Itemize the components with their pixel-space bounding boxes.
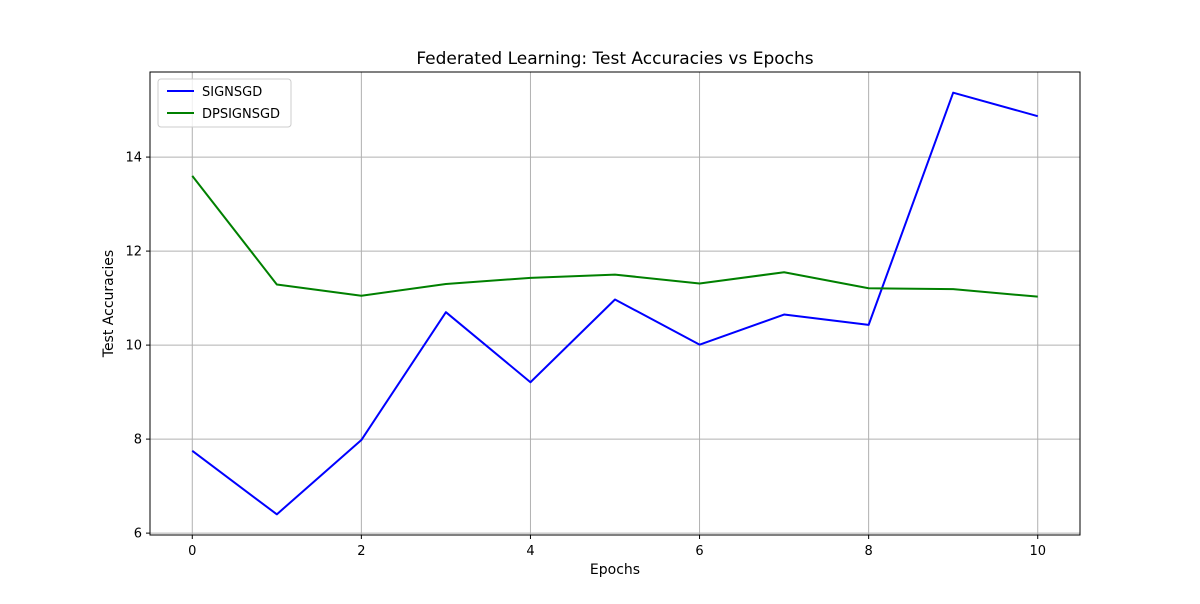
x-tick-label: 10 — [1029, 544, 1046, 559]
x-tick-label: 6 — [695, 544, 703, 559]
axis-ticks: 0 2 4 6 8 10 6 8 10 12 14 — [125, 151, 1046, 559]
legend: SIGNSGD DPSIGNSGD — [157, 78, 292, 128]
grid — [150, 72, 1080, 535]
x-axis-label: Epochs — [590, 562, 640, 578]
series-line-dpsignsgd — [191, 175, 1038, 298]
y-axis-label: Test Accuracies — [101, 250, 117, 358]
x-tick-label: 0 — [188, 544, 196, 559]
series-lines — [191, 91, 1038, 516]
y-tick-label: 6 — [134, 527, 142, 542]
legend-label-dpsignsgd: DPSIGNSGD — [202, 107, 280, 122]
legend-label-signsgd: SIGNSGD — [202, 85, 262, 100]
y-tick-label: 10 — [125, 339, 142, 354]
chart-title: Federated Learning: Test Accuracies vs E… — [416, 49, 813, 69]
plot-frame — [149, 71, 1081, 536]
x-tick-label: 8 — [864, 544, 872, 559]
y-tick-label: 14 — [125, 151, 142, 166]
y-tick-label: 12 — [125, 245, 142, 260]
y-tick-label: 8 — [134, 433, 142, 448]
series-line-signsgd — [191, 91, 1038, 516]
x-tick-label: 2 — [357, 544, 365, 559]
x-tick-label: 4 — [526, 544, 534, 559]
